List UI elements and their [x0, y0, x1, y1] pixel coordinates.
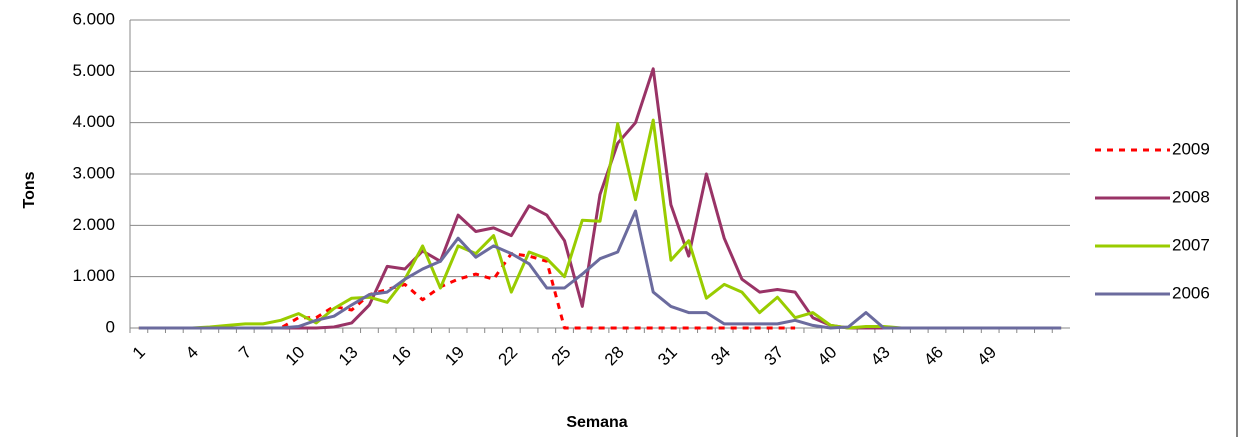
- x-tick-label: 25: [548, 343, 575, 370]
- y-tick-label: 0: [106, 317, 115, 336]
- y-tick-label: 6.000: [72, 9, 115, 28]
- series-line: [138, 67, 1062, 330]
- x-tick-label: 40: [814, 343, 841, 370]
- x-tick-label: 13: [335, 343, 362, 370]
- series-line: [138, 118, 1062, 330]
- y-tick-label: 4.000: [72, 112, 115, 131]
- legend-label: 2008: [1172, 187, 1210, 206]
- x-tick-label: 28: [601, 343, 628, 370]
- x-tick-label: 34: [707, 343, 734, 370]
- legend-label: 2007: [1172, 235, 1210, 254]
- x-tick-label: 10: [282, 343, 309, 370]
- x-tick-label: 49: [973, 343, 1000, 370]
- y-axis-title: Tons: [21, 171, 38, 208]
- x-tick-label: 22: [495, 343, 522, 370]
- x-tick-label: 31: [654, 343, 681, 370]
- x-tick-label: 43: [867, 343, 894, 370]
- legend-label: 2009: [1172, 139, 1210, 158]
- x-tick-label: 19: [441, 343, 468, 370]
- y-tick-label: 2.000: [72, 215, 115, 234]
- legend-label: 2006: [1172, 283, 1210, 302]
- x-tick-label: 1: [129, 343, 149, 363]
- x-tick-label: 46: [920, 343, 947, 370]
- y-tick-label: 3.000: [72, 163, 115, 182]
- x-tick-label: 37: [761, 343, 788, 370]
- series-line: [138, 209, 1062, 330]
- x-tick-label: 4: [182, 343, 202, 363]
- x-tick-label: 16: [388, 343, 415, 370]
- y-tick-label: 5.000: [72, 61, 115, 80]
- x-axis-title: Semana: [566, 414, 627, 431]
- y-tick-label: 1.000: [72, 266, 115, 285]
- x-tick-label: 7: [235, 343, 255, 363]
